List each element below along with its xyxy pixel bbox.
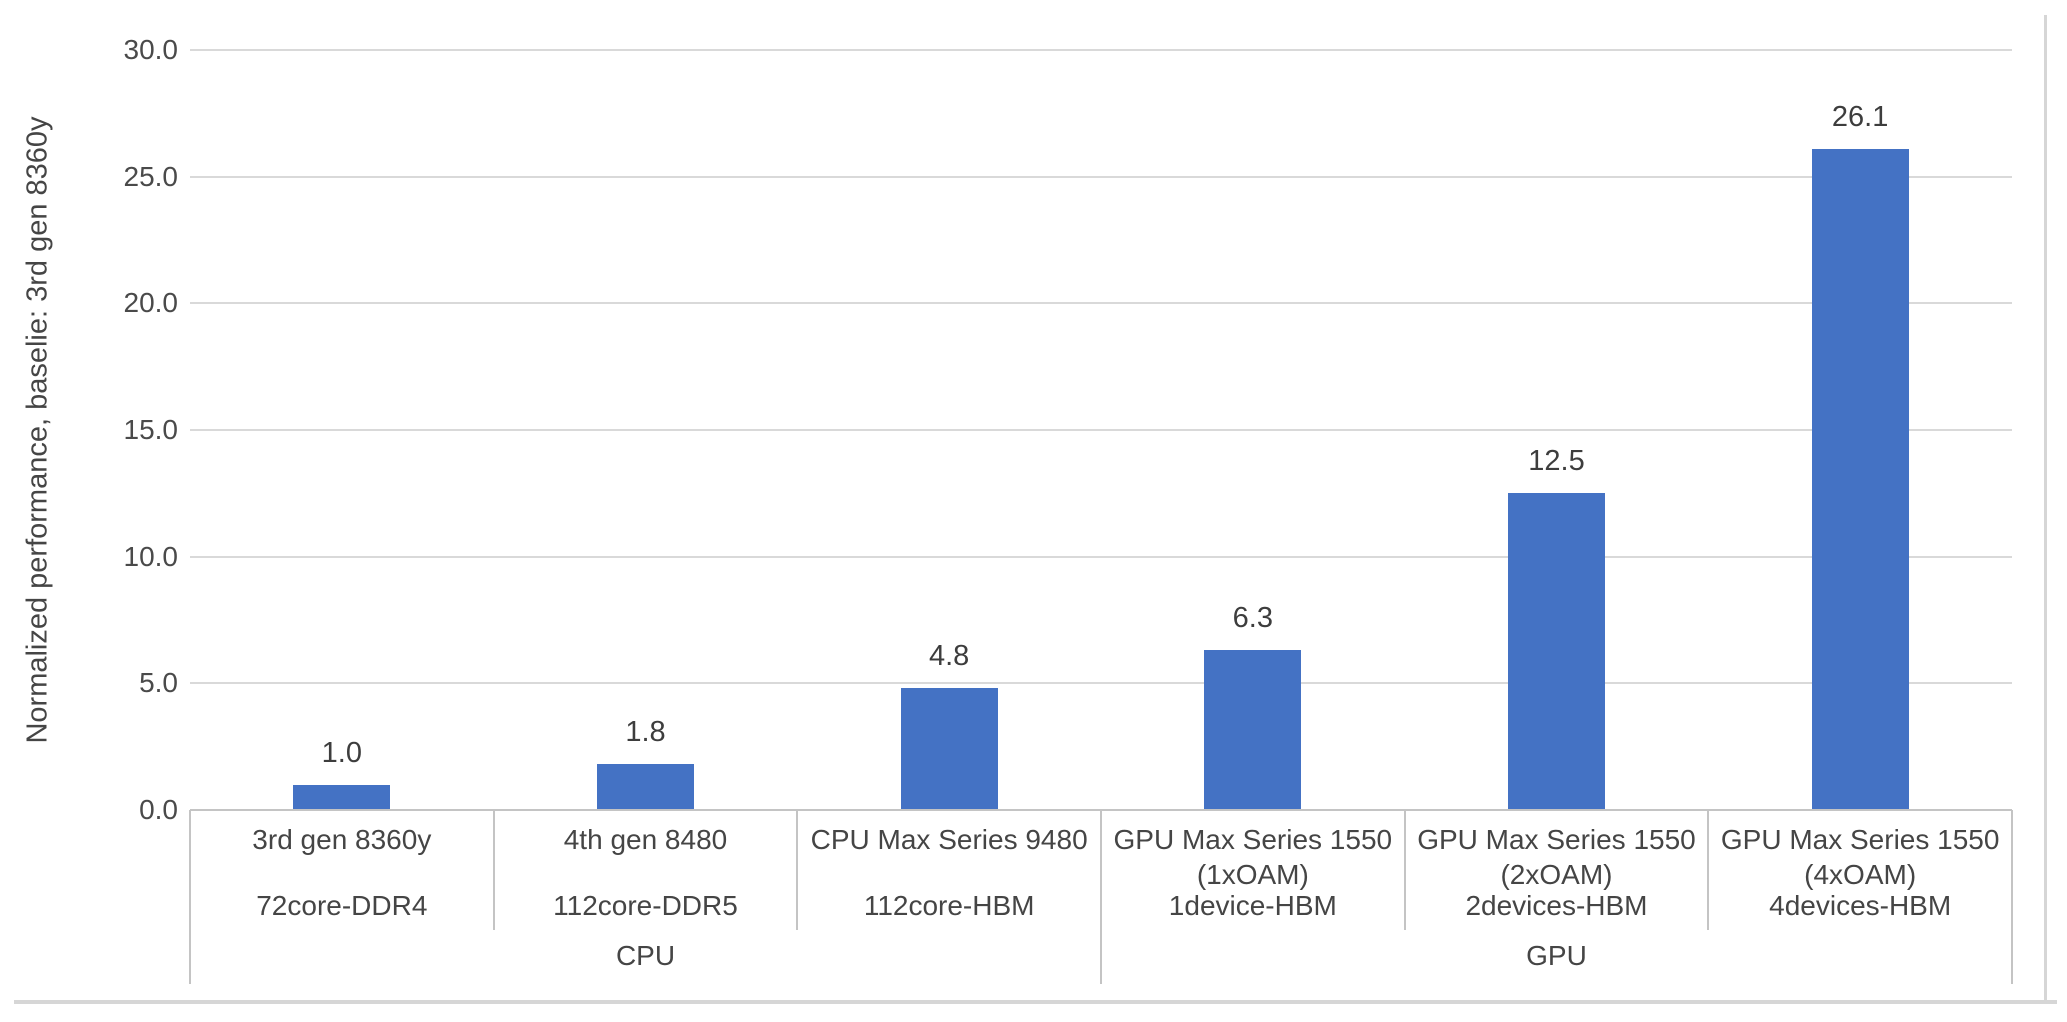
bar-value-label: 4.8 bbox=[928, 640, 970, 673]
bar-112core-DDR5 bbox=[597, 764, 694, 810]
category-spec: 2devices-HBM bbox=[1465, 890, 1648, 921]
y-gridline bbox=[190, 682, 2012, 685]
category-spec: 4devices-HBM bbox=[1769, 890, 1952, 921]
y-gridline bbox=[190, 429, 2012, 431]
category-spec: 112core-HBM bbox=[863, 890, 1035, 921]
bar-1device-HBM bbox=[1204, 650, 1302, 810]
bar-72core-DDR4 bbox=[293, 784, 391, 810]
category-spec: 112core-DDR5 bbox=[553, 890, 738, 921]
axis-divider-major bbox=[1100, 810, 1102, 984]
bar-value-label: 1.8 bbox=[625, 716, 666, 749]
category-name: CPU Max Series 9480 bbox=[810, 824, 1088, 855]
axis-divider-major bbox=[2011, 810, 2013, 984]
y-gridline bbox=[190, 555, 2012, 558]
bar-112core-HBM bbox=[900, 688, 998, 810]
axis-divider-minor bbox=[1707, 810, 1710, 930]
axis-divider-major bbox=[189, 810, 191, 984]
category-name: 4th gen 8480 bbox=[563, 824, 728, 855]
figure-bottom-border bbox=[14, 1000, 2057, 1004]
y-gridline bbox=[190, 49, 2012, 51]
category-name: GPU Max Series 1550 (2xOAM) bbox=[1417, 824, 1696, 890]
y-tick-label: 15.0 bbox=[123, 414, 179, 445]
y-tick-label: 30.0 bbox=[123, 34, 179, 65]
axis-divider-minor bbox=[1403, 810, 1406, 930]
bar-value-label: 12.5 bbox=[1528, 445, 1585, 478]
bar-value-label: 6.3 bbox=[1232, 602, 1273, 635]
category-group-label: GPU bbox=[1526, 940, 1587, 971]
y-tick-label: 5.0 bbox=[139, 667, 178, 699]
axis-divider-minor bbox=[796, 810, 799, 930]
category-spec: 1device-HBM bbox=[1168, 890, 1337, 921]
y-tick-label: 0.0 bbox=[139, 794, 178, 825]
y-tick-label: 10.0 bbox=[123, 540, 179, 572]
y-tick-label: 20.0 bbox=[123, 287, 179, 319]
bar-value-label: 1.0 bbox=[321, 736, 362, 769]
bar-2devices-HBM bbox=[1508, 493, 1605, 810]
category-name: 3rd gen 8360y bbox=[252, 824, 432, 855]
category-group-label: CPU bbox=[615, 940, 676, 971]
y-axis-title: Normalized performance, baselie: 3rd gen… bbox=[21, 116, 54, 744]
y-gridline bbox=[190, 302, 2012, 305]
y-gridline bbox=[190, 175, 2012, 178]
category-name: GPU Max Series 1550 (4xOAM) bbox=[1720, 824, 2000, 890]
category-spec: 72core-DDR4 bbox=[256, 890, 428, 921]
y-tick-label: 25.0 bbox=[123, 160, 179, 192]
category-name: GPU Max Series 1550 (1xOAM) bbox=[1113, 824, 1393, 890]
axis-divider-minor bbox=[492, 810, 495, 930]
bar-4devices-HBM bbox=[1811, 148, 1909, 810]
bar-value-label: 26.1 bbox=[1831, 100, 1889, 133]
figure-right-border bbox=[2044, 15, 2047, 1004]
